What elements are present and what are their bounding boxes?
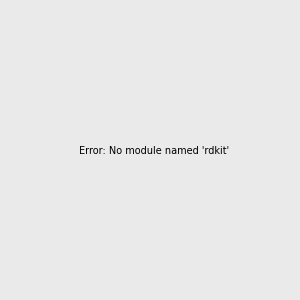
Text: Error: No module named 'rdkit': Error: No module named 'rdkit': [79, 146, 229, 157]
